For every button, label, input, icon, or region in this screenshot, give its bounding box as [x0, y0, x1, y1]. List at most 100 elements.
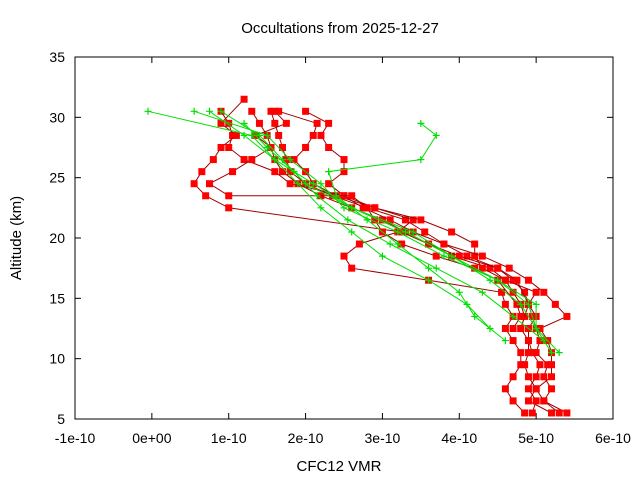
y-tick-label: 25	[49, 170, 65, 186]
data-point-plus	[532, 325, 540, 332]
data-point-square	[498, 288, 506, 296]
data-point-plus	[517, 300, 525, 308]
data-point-plus	[317, 204, 325, 212]
data-point-square	[371, 204, 379, 212]
data-point-square	[501, 276, 509, 284]
data-point-square	[471, 252, 479, 260]
data-point-plus	[240, 131, 248, 139]
data-point-plus	[240, 119, 248, 127]
data-point-square	[271, 119, 279, 127]
data-point-square	[455, 252, 463, 260]
data-point-square	[282, 156, 290, 164]
data-point-plus	[417, 119, 425, 127]
data-point-square	[202, 192, 210, 200]
data-point-square	[517, 325, 525, 332]
data-point-square	[524, 349, 532, 357]
data-point-plus	[509, 312, 517, 320]
data-point-square	[398, 228, 406, 236]
data-point-square	[548, 409, 556, 417]
data-point-square	[540, 288, 548, 296]
y-tick-label: 5	[57, 411, 65, 427]
data-point-square	[548, 385, 556, 393]
data-point-square	[317, 131, 325, 139]
data-point-square	[513, 300, 521, 308]
y-tick-label: 20	[49, 230, 65, 246]
data-point-plus	[317, 180, 325, 188]
x-tick-label: 0e+00	[132, 430, 172, 446]
data-point-square	[521, 409, 529, 417]
data-point-plus	[363, 216, 371, 224]
data-point-plus	[448, 252, 456, 260]
data-point-square	[471, 240, 479, 248]
data-point-square	[386, 216, 394, 224]
data-point-square	[509, 337, 517, 345]
data-point-plus	[455, 288, 463, 296]
data-point-plus	[286, 156, 294, 164]
x-axis-label: CFC12 VMR	[296, 458, 381, 475]
data-point-plus	[432, 131, 440, 139]
data-point-square	[532, 288, 540, 296]
red-profile-6-line	[193, 98, 530, 329]
data-point-square	[540, 373, 548, 381]
data-point-square	[209, 156, 217, 164]
data-point-plus	[417, 156, 425, 164]
data-point-plus	[463, 300, 471, 308]
data-point-square	[363, 204, 371, 212]
data-point-square	[540, 397, 548, 405]
data-point-plus	[471, 312, 479, 320]
data-point-square	[521, 288, 529, 296]
data-point-plus	[486, 276, 494, 284]
data-point-plus	[501, 337, 509, 345]
data-point-square	[513, 276, 521, 284]
data-point-square	[505, 264, 513, 272]
red-profile-6	[190, 95, 532, 332]
green-profile-6	[240, 119, 548, 345]
y-tick-label: 15	[49, 290, 65, 306]
data-point-square	[536, 325, 544, 332]
data-point-square	[255, 119, 263, 127]
data-point-plus	[524, 300, 532, 308]
data-point-plus	[401, 228, 409, 236]
data-point-square	[494, 264, 502, 272]
data-point-plus	[344, 216, 352, 224]
data-point-plus	[409, 228, 417, 236]
data-point-square	[478, 264, 486, 272]
data-point-plus	[294, 180, 302, 188]
data-point-square	[225, 192, 233, 200]
data-point-square	[313, 119, 321, 127]
data-point-plus	[440, 252, 448, 260]
red-profile-3-line	[305, 110, 525, 414]
data-point-square	[509, 276, 517, 284]
data-point-square	[225, 144, 233, 151]
data-point-plus	[540, 337, 548, 345]
data-point-square	[417, 216, 425, 224]
data-point-plus	[206, 107, 213, 115]
data-point-square	[532, 385, 540, 393]
data-point-square	[286, 168, 294, 176]
data-point-square	[421, 228, 429, 236]
data-point-square	[486, 264, 494, 272]
y-tick-label: 35	[49, 49, 65, 65]
red-profile-1	[248, 107, 556, 417]
data-point-square	[286, 180, 294, 188]
x-tick-label: 5e-10	[518, 430, 554, 446]
data-point-plus	[386, 240, 394, 248]
green-profile-4-line	[220, 110, 537, 329]
data-point-square	[302, 144, 310, 151]
y-tick-label: 30	[49, 109, 65, 125]
data-point-plus	[548, 349, 556, 357]
data-point-plus	[263, 144, 271, 151]
data-point-square	[279, 144, 287, 151]
green-profile-5	[206, 107, 494, 332]
data-point-square	[509, 397, 517, 405]
data-point-square	[355, 240, 363, 248]
plot-frame	[74, 56, 614, 420]
green-profile-4	[217, 107, 540, 332]
red-profile-4	[275, 107, 544, 417]
data-point-square	[509, 325, 517, 332]
data-point-plus	[425, 264, 433, 272]
data-point-plus	[532, 300, 540, 308]
chart-title: Occultations from 2025-12-27	[241, 20, 439, 37]
data-point-square	[555, 409, 563, 417]
